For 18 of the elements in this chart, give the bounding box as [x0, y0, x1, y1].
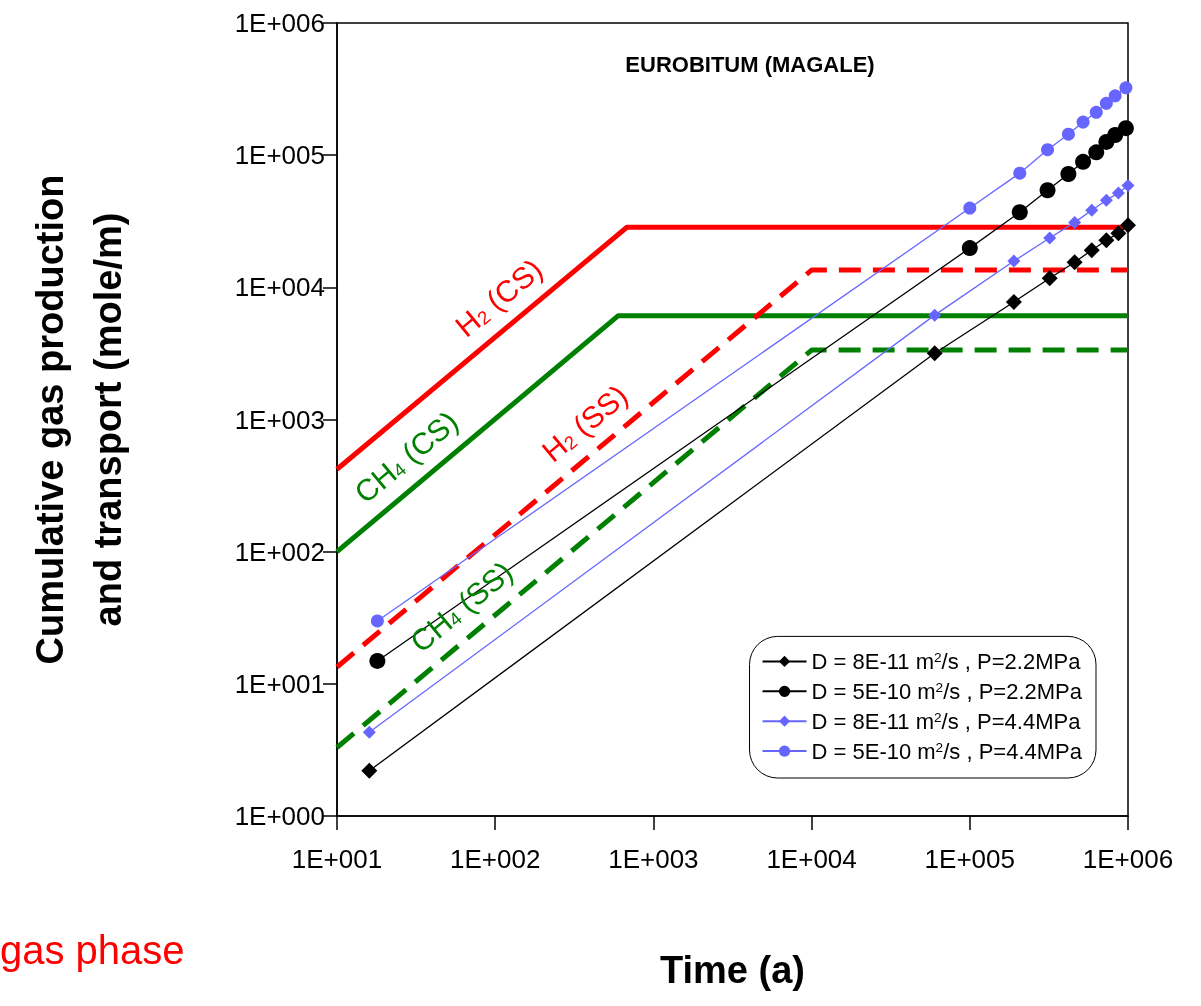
y-axis-title: Cumulative gas production and transport (mole/m) [29, 174, 129, 665]
y-tick-label: 1E+001 [234, 668, 325, 699]
y-tick-label: 1E+000 [234, 801, 325, 831]
text: EUROBITUM (MAGALE) [625, 51, 875, 77]
x-tick-label: 1E+001 [291, 844, 383, 874]
y-tick-label: 1E+005 [234, 140, 325, 171]
y-tick-label: 1E+004 [234, 272, 325, 303]
x-tick-label: 1E+004 [766, 844, 857, 874]
x-tick-label: 1E+006 [1082, 844, 1174, 874]
text: gas phase [0, 928, 185, 972]
y-tick-label: 1E+003 [234, 404, 325, 435]
text: H2 (SS) [535, 378, 634, 469]
x-tick-label: 1E+002 [450, 844, 541, 874]
x-tick-label: 1E+005 [924, 844, 1015, 874]
x-tick-label: 1E+003 [608, 844, 699, 874]
y-tick-label: 1E+006 [234, 8, 325, 38]
x-axis-title: Time (a) [659, 949, 806, 991]
y-tick-label: 1E+002 [234, 536, 325, 567]
